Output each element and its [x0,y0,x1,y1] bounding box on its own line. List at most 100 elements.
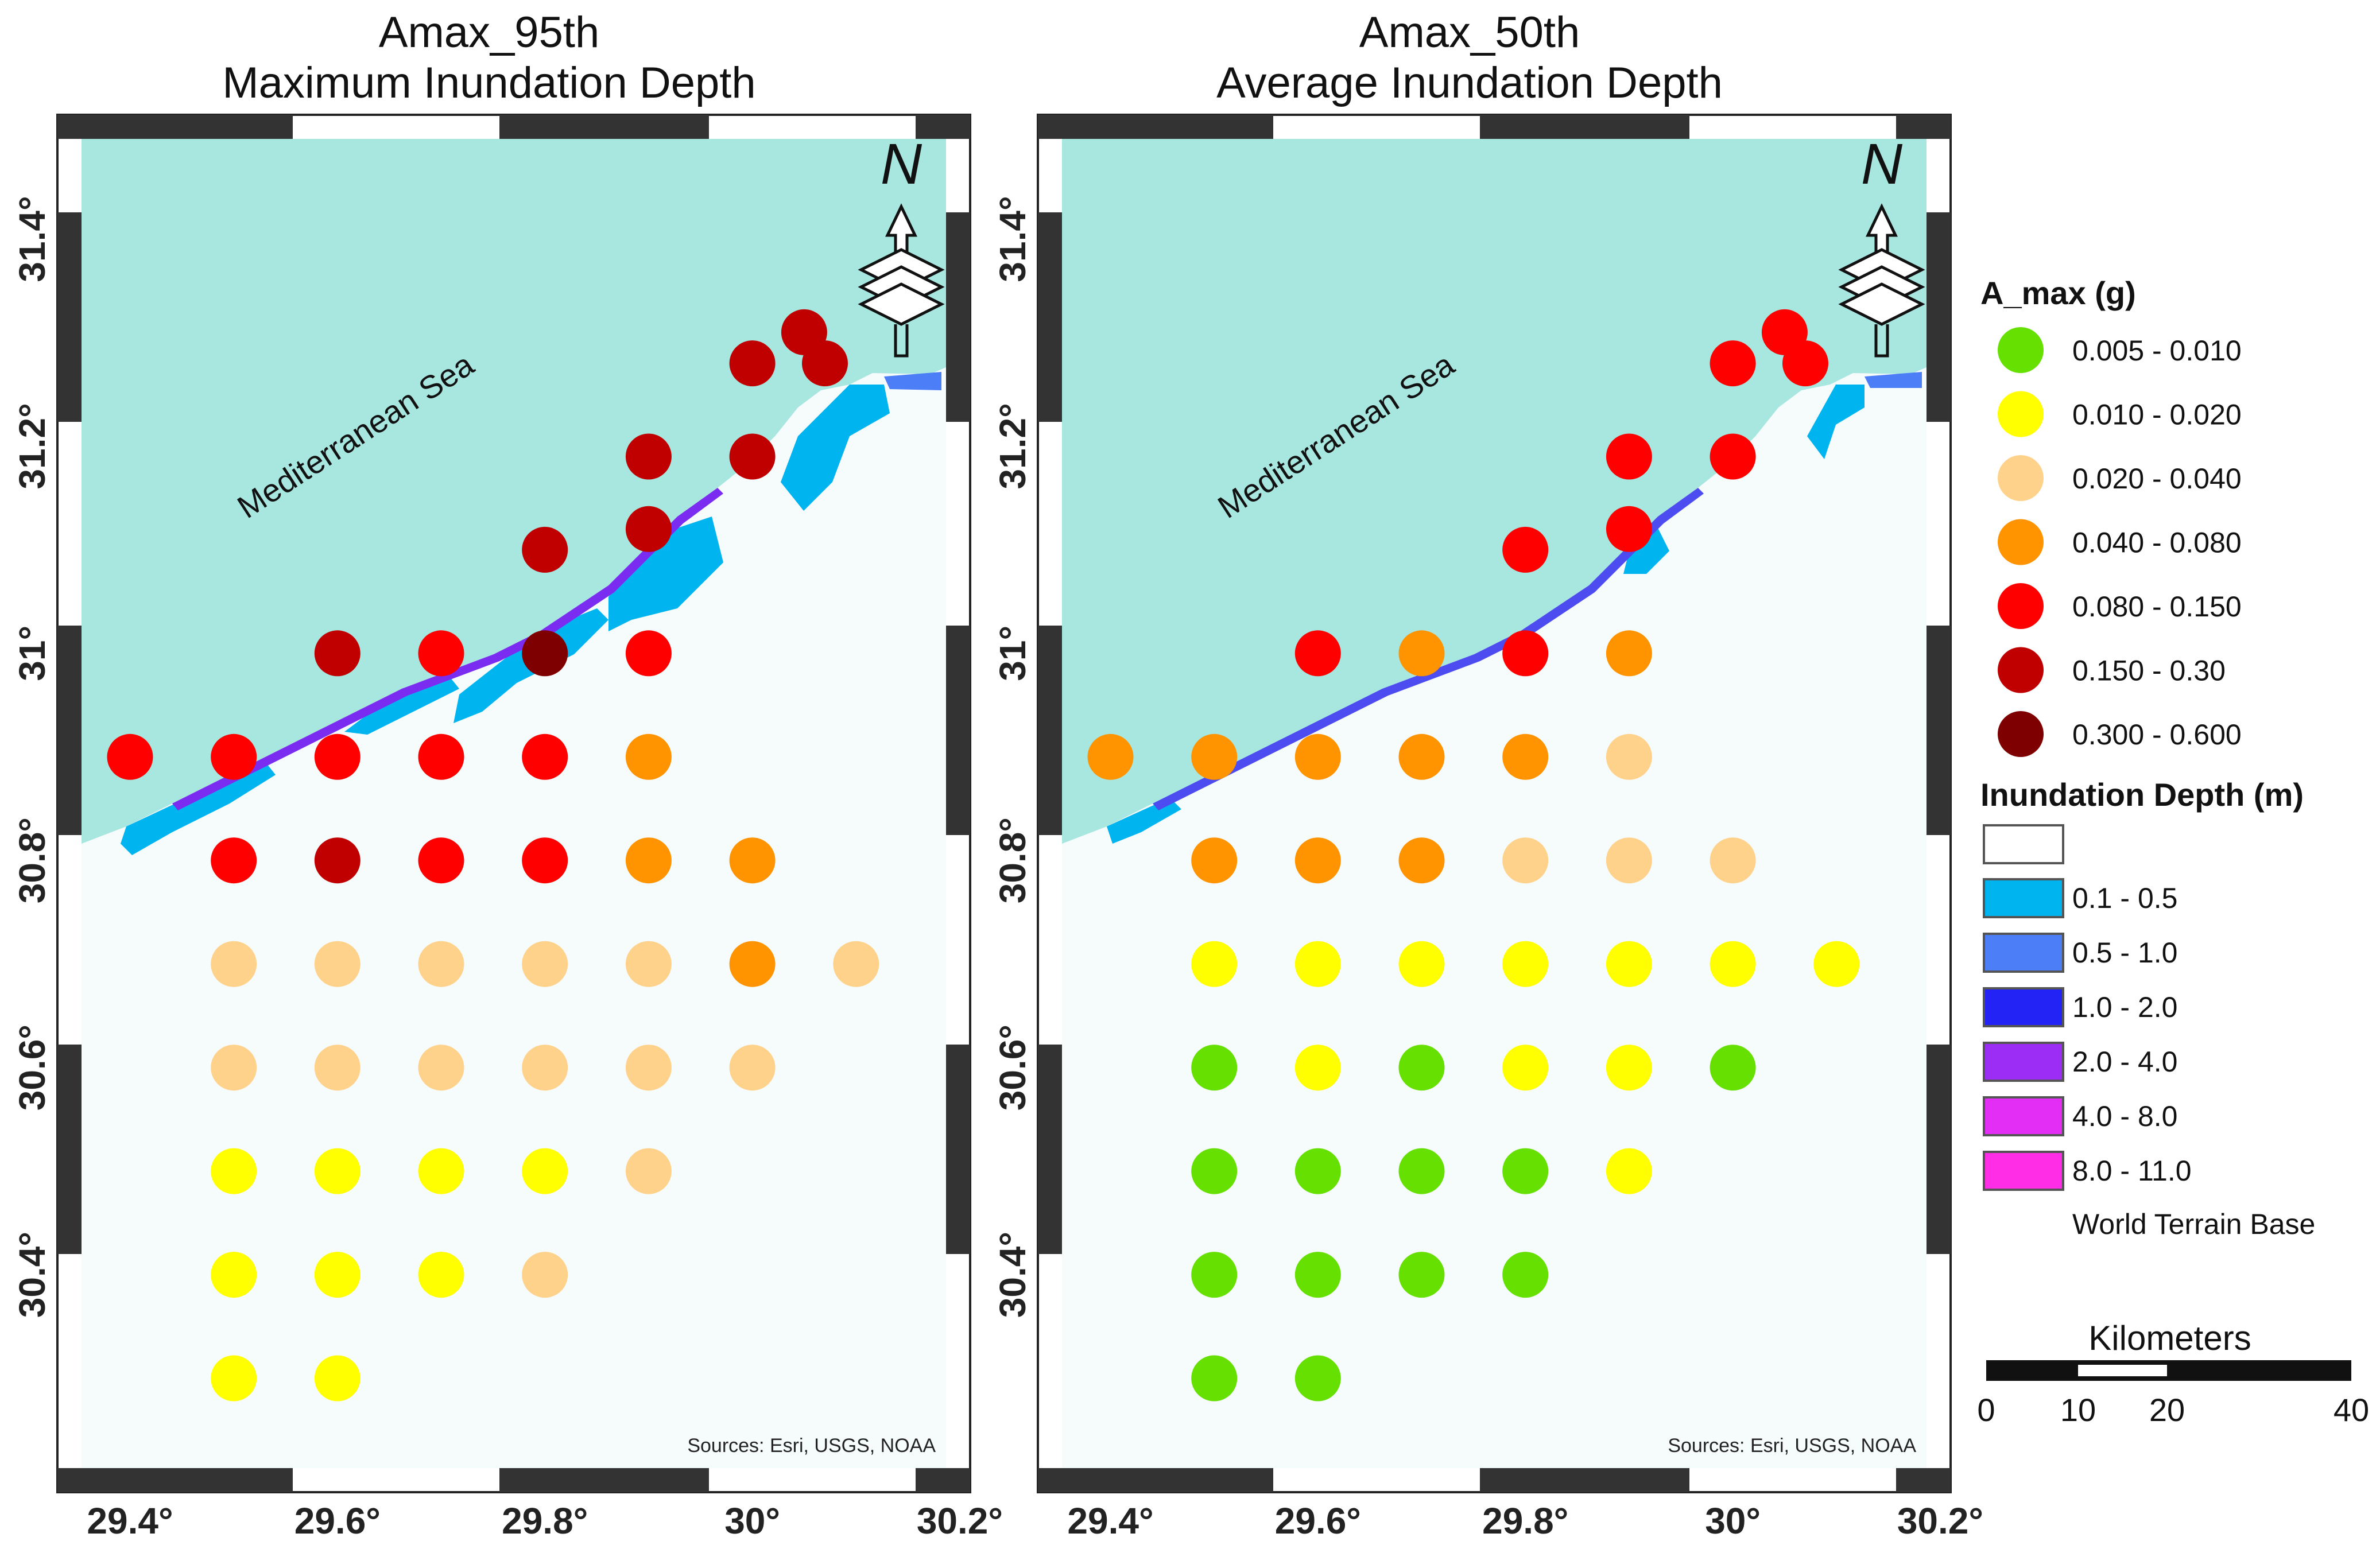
lat-tick-label: 31° [11,626,53,681]
amax-point [211,733,257,780]
amax-point [1398,837,1445,884]
amax-point [1294,1148,1341,1194]
lat-tick-label: 31.2° [11,403,53,489]
legend-amax-label: 0.080 - 0.150 [2072,591,2242,623]
amax-point [1398,1148,1445,1194]
amax-point [314,837,361,884]
lon-tick-label: 29.6° [294,1500,381,1542]
amax-point [522,630,568,677]
amax-point [314,733,361,780]
amax-point [1502,1045,1549,1091]
lat-tick-label: 31.4° [992,196,1033,282]
scale-label: 20 [2149,1392,2185,1428]
lon-tick-label: 30° [724,1500,780,1542]
amax-point [1710,837,1756,884]
legend-depth-title: Inundation Depth (m) [1980,777,2304,813]
inundation-zone [781,385,890,511]
legend-amax-label: 0.150 - 0.30 [2072,655,2226,687]
amax-point [1294,1045,1341,1091]
legend-amax-swatch [1998,519,2044,565]
map-title-line2: Average Inundation Depth [1216,59,1723,107]
inundation-zone [344,674,459,735]
amax-point [1294,941,1341,987]
amax-point [211,1045,257,1091]
amax-point [1606,433,1652,480]
lon-tick-label: 29.4° [1067,1500,1153,1542]
lon-tick-label: 29.8° [1482,1500,1568,1542]
map-panel-95th: Amax_95th Maximum Inundation Depth [56,8,971,1493]
amax-point [1191,1252,1238,1298]
legend-depth-swatch [1983,987,2064,1027]
amax-point [522,1045,568,1091]
inundation-zone [608,517,723,631]
frame-border-segments [1038,115,1951,1492]
amax-point [1606,941,1652,987]
amax-point [625,433,672,480]
map-source: Sources: Esri, USGS, NOAA [1668,1435,1916,1457]
legend-depth-label: 4.0 - 8.0 [2072,1100,2177,1132]
legend-basemap: World Terrain Base [2072,1208,2315,1240]
amax-point [1294,1252,1341,1298]
legend-amax-label: 0.005 - 0.010 [2072,335,2242,367]
map-title-line1: Amax_95th [379,8,599,57]
amax-point [1087,733,1134,780]
north-label: N [881,132,922,196]
amax-point [625,837,672,884]
legend-depth-swatch [1983,1151,2064,1191]
amax-point [211,1355,257,1402]
amax-point [1191,733,1238,780]
amax-point [1606,837,1652,884]
amax-point [1606,1148,1652,1194]
amax-point [625,941,672,987]
sea-area [82,139,946,844]
amax-point [1191,1355,1238,1402]
legend-depth-items: 0.1 - 0.5 0.5 - 1.0 1.0 - 2.0 2.0 - 4.0 4.0 … [1983,878,2192,1191]
lon-tick-label: 29.6° [1275,1500,1361,1542]
amax-point [729,433,776,480]
amax-point [1502,630,1549,677]
legend-depth-swatch [1983,933,2064,973]
lat-tick-label: 31.4° [11,196,53,282]
amax-point [1294,1355,1341,1402]
legend-amax-label: 0.040 - 0.080 [2072,527,2242,559]
amax-points-95th [107,309,879,1402]
north-arrow-icon: N [858,132,945,358]
inundation-zone [1807,385,1865,459]
inundation-zone [1623,528,1669,574]
amax-point [314,941,361,987]
amax-point [1710,433,1756,480]
lon-tick-label: 30.2° [917,1500,1003,1542]
map-interior: Mediterranean Sea N Sources: Esri, USGS,… [1062,132,1927,1468]
lon-tick-label: 30° [1705,1500,1761,1542]
scale-bar-frame [1986,1360,2351,1381]
legend-amax-swatch [1998,583,2044,629]
north-arrow-icon: N [1838,132,1925,358]
legend: A_max (g) 0.005 - 0.010 0.010 - 0.020 0.02… [1977,275,2369,1428]
legend-amax-swatch [1998,647,2044,693]
amax-point [1502,837,1549,884]
inundation-zone [121,760,276,855]
amax-point [522,1252,568,1298]
legend-amax-swatch [1998,711,2044,757]
legend-amax-swatch [1998,455,2044,501]
amax-point [1502,1148,1549,1194]
amax-point [1606,733,1652,780]
amax-point [418,733,464,780]
amax-point [1606,506,1652,552]
amax-point [1398,1252,1445,1298]
amax-point [211,1148,257,1194]
scale-label: 0 [1977,1392,1995,1428]
amax-point [1398,733,1445,780]
inundation-zone [884,372,941,390]
lon-tick-label: 29.4° [87,1500,173,1542]
amax-point [1294,733,1341,780]
scale-label: 40 [2334,1392,2369,1428]
amax-point [1294,630,1341,677]
lat-tick-label: 31.2° [992,403,1033,489]
amax-point [625,1148,672,1194]
amax-point [1294,837,1341,884]
lat-tick-label: 30.4° [11,1232,53,1318]
legend-amax-swatch [1998,327,2044,373]
amax-point [418,837,464,884]
amax-point [211,837,257,884]
